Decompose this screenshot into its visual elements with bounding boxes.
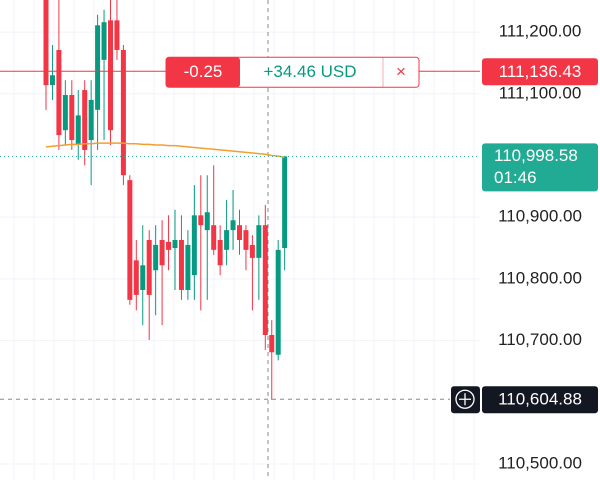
close-position[interactable]: ×	[396, 62, 406, 81]
candle-body	[256, 225, 262, 258]
candle-body	[243, 230, 249, 250]
candle-body	[120, 49, 126, 176]
candle-body	[56, 49, 62, 136]
candle-body	[153, 244, 159, 271]
y-tick-label: 110,500.00	[498, 453, 582, 472]
crosshair-price-box	[482, 386, 598, 414]
crosshair-plus-circle	[455, 389, 475, 409]
candle-body	[82, 90, 88, 150]
y-tick-label: 110,900.00	[498, 207, 582, 226]
y-tick-label: 110,700.00	[498, 330, 582, 349]
candle-body	[249, 244, 255, 258]
candle-body	[204, 212, 210, 231]
candle-body	[88, 99, 94, 141]
candle-body	[146, 240, 152, 295]
position-price-label: 111,136.43	[499, 62, 582, 81]
candle-body	[275, 249, 281, 355]
candle-body	[166, 241, 172, 250]
candle-body	[211, 225, 217, 250]
candle-body	[224, 230, 230, 250]
moving-average	[45, 142, 285, 159]
crosshair-plus	[459, 393, 471, 406]
candle-body	[237, 225, 242, 240]
pnl-qty: -0.25	[184, 62, 223, 81]
candle-body	[133, 260, 139, 295]
candle-body	[140, 265, 146, 290]
candle-body	[49, 75, 55, 86]
candle-body	[95, 25, 101, 110]
candle-body	[269, 335, 275, 353]
candle-body	[108, 20, 113, 131]
candle-body	[69, 95, 75, 141]
y-tick-label: 111,100.00	[499, 83, 582, 102]
candle-body	[262, 225, 268, 336]
candle-body	[178, 240, 184, 290]
candle-body	[172, 240, 178, 249]
candle-body	[75, 115, 81, 145]
candle-body	[159, 240, 165, 266]
last-price-box	[482, 143, 598, 192]
crosshair-price-label: 110,604.88	[498, 390, 582, 409]
last-price-label: 110,998.58	[494, 146, 578, 165]
candle-body	[43, 0, 49, 86]
pnl-qty-box	[166, 57, 240, 88]
candle-body	[230, 220, 236, 231]
candle-body	[62, 95, 68, 131]
pnl-usd: +34.46 USD	[263, 62, 356, 81]
candle-body	[191, 215, 197, 276]
y-tick-label: 110,800.00	[498, 268, 582, 287]
candle-body	[282, 156, 288, 249]
candle-body	[114, 20, 120, 50]
position-price-box	[482, 58, 598, 86]
candle-body	[217, 240, 223, 266]
candle-body	[101, 22, 107, 60]
candle-body	[127, 180, 133, 300]
y-tick-label: 111,200.00	[499, 22, 582, 41]
candle-body	[198, 215, 204, 226]
countdown: 01:46	[494, 168, 537, 187]
candle-body	[185, 244, 191, 290]
